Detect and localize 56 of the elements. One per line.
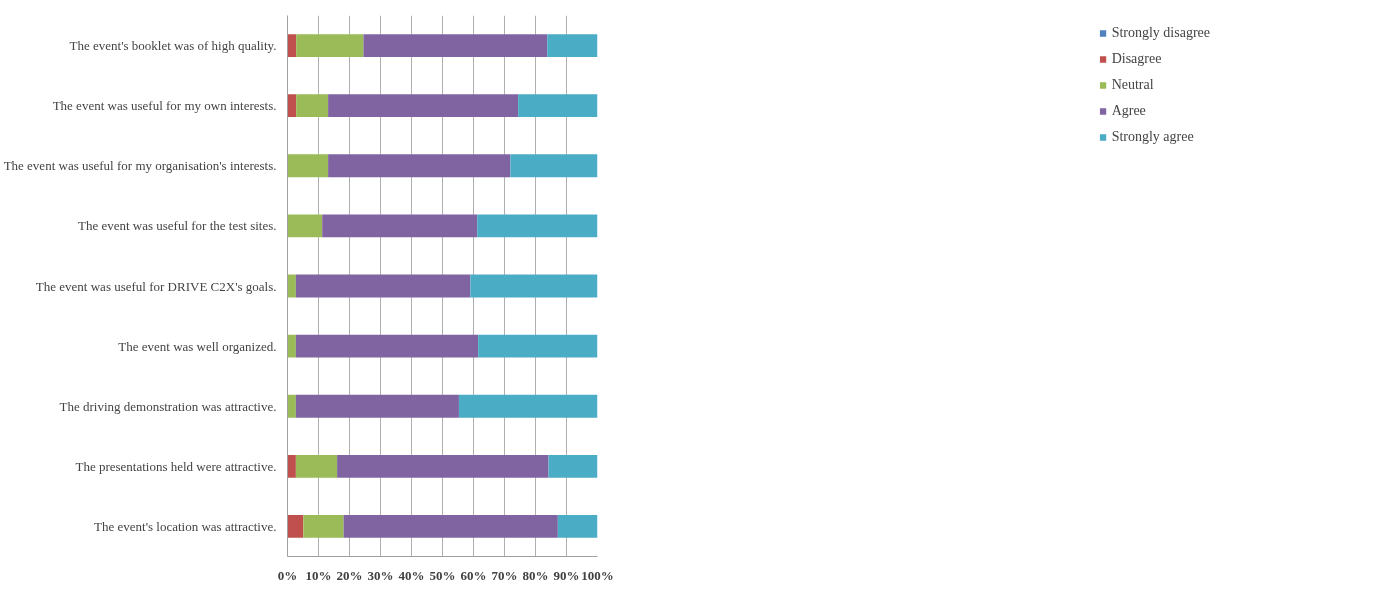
legend-label: Disagree	[1111, 51, 1162, 67]
bar	[547, 34, 598, 57]
x-tick-label: 70%	[491, 567, 518, 583]
x-tick-label: 60%	[460, 567, 487, 583]
bar	[287, 515, 304, 538]
bar	[328, 154, 511, 178]
bar	[287, 394, 296, 418]
y-tick-label: The event was useful for the test sites.	[77, 218, 277, 234]
bar	[322, 214, 478, 238]
y-tick-label: The event was well organized.	[118, 338, 277, 354]
legend-label: Agree	[1111, 103, 1146, 119]
x-tick-label: 100%	[581, 567, 614, 583]
x-tick-label: 30%	[367, 567, 394, 583]
bar	[343, 515, 558, 538]
x-tick-label: 20%	[336, 567, 363, 583]
bar	[295, 274, 471, 298]
bar	[458, 394, 598, 418]
x-tick-label: 40%	[398, 567, 425, 583]
bar	[328, 94, 519, 118]
bar	[287, 334, 296, 358]
bar	[287, 34, 297, 57]
bar	[296, 94, 329, 118]
bar	[477, 214, 598, 238]
y-tick-label: The event was useful for my organisation's interests.	[3, 158, 277, 174]
bar	[296, 34, 364, 57]
bar	[548, 454, 598, 478]
y-tick-label: The event's location was attractive.	[94, 518, 277, 534]
x-tick-label: 0%	[277, 567, 298, 583]
legend-label: Neutral	[1111, 77, 1154, 93]
x-tick-label: 80%	[522, 567, 549, 583]
y-tick-label: The event's booklet was of high quality.	[69, 38, 277, 54]
bar	[478, 334, 598, 358]
x-tick-label: 90%	[553, 567, 580, 583]
bar	[287, 454, 296, 478]
x-tick-label: 10%	[305, 567, 332, 583]
x-tick-label: 50%	[429, 567, 456, 583]
bar	[363, 34, 548, 57]
bar	[287, 214, 323, 238]
bar	[510, 154, 598, 178]
bar	[337, 454, 549, 478]
bar	[295, 454, 338, 478]
bar	[287, 94, 297, 118]
legend-label: Strongly disagree	[1111, 25, 1210, 41]
bar	[518, 94, 598, 118]
bar	[470, 274, 598, 298]
y-tick-label: The event was useful for my own interests.	[52, 98, 277, 114]
bar	[295, 334, 479, 358]
legend-label: Strongly agree	[1111, 129, 1194, 145]
y-tick-label: The presentations held were attractive.	[75, 458, 277, 474]
y-tick-label: The event was useful for DRIVE C2X's goals.	[35, 278, 277, 294]
bar	[557, 515, 598, 538]
bar	[303, 515, 344, 538]
bar	[287, 154, 329, 178]
bar	[295, 394, 459, 418]
bar	[287, 274, 296, 298]
y-tick-label: The driving demonstration was attractive.	[59, 398, 277, 414]
